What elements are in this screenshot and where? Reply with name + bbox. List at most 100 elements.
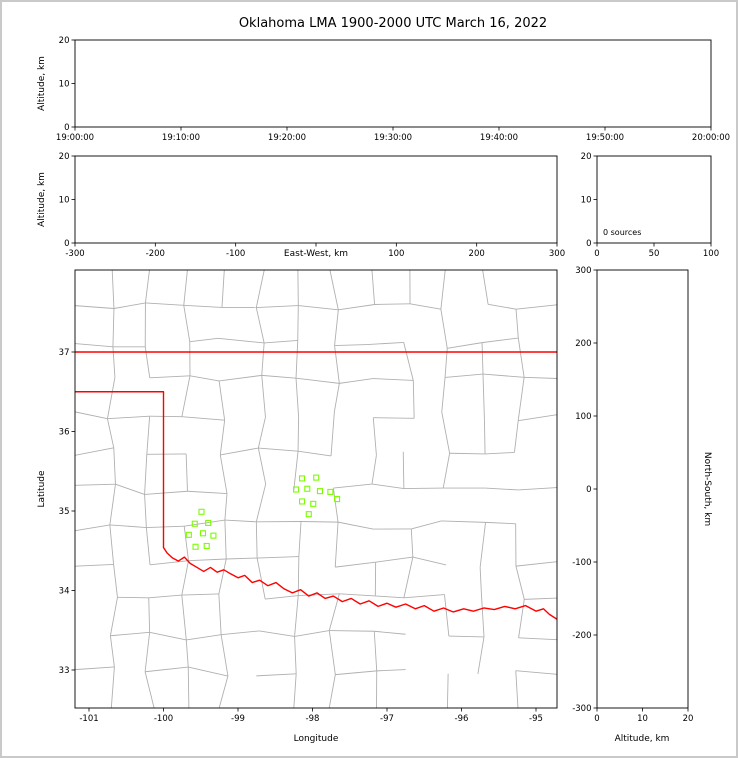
- county-line: [220, 634, 229, 677]
- county-line: [258, 447, 299, 452]
- county-line: [411, 520, 442, 530]
- county-line: [367, 341, 404, 346]
- county-line: [256, 557, 266, 600]
- county-line: [297, 450, 332, 457]
- county-line: [186, 634, 222, 641]
- county-line: [297, 416, 300, 452]
- county-line: [146, 525, 185, 528]
- y-tick-label: 34: [59, 586, 70, 596]
- county-line: [329, 630, 375, 632]
- county-line: [513, 420, 519, 453]
- county-line: [184, 519, 225, 527]
- county-line: [185, 453, 188, 492]
- county-line: [146, 416, 151, 455]
- county-line: [117, 596, 149, 599]
- county-line: [485, 487, 519, 491]
- county-line: [482, 373, 525, 378]
- county-line: [442, 453, 451, 489]
- county-line: [517, 377, 525, 421]
- county-line: [187, 667, 190, 708]
- county-line: [109, 597, 118, 636]
- county-line: [445, 373, 484, 378]
- x-tick-label: 0: [594, 714, 599, 724]
- county-line: [226, 557, 258, 560]
- county-line: [144, 490, 188, 495]
- county-line: [183, 526, 189, 561]
- county-line: [294, 630, 330, 637]
- county-line: [144, 270, 150, 304]
- county-line: [109, 524, 147, 528]
- county-line: [373, 631, 378, 671]
- county-line: [298, 521, 302, 557]
- county-line: [185, 639, 189, 668]
- map-ylabel: Latitude: [37, 470, 47, 508]
- county-line: [181, 416, 225, 421]
- station-marker: [304, 485, 311, 492]
- x-tick-label: 10: [637, 714, 648, 724]
- county-line: [109, 635, 115, 667]
- county-line: [115, 483, 145, 495]
- county-line: [187, 490, 228, 495]
- county-line: [518, 637, 557, 641]
- county-line: [518, 414, 557, 422]
- county-line: [372, 417, 377, 456]
- chart-title: Oklahoma LMA 1900-2000 UTC March 16, 202…: [239, 16, 547, 31]
- county-line: [255, 307, 265, 344]
- county-line: [334, 344, 368, 347]
- county-line: [294, 595, 299, 637]
- y-tick-label: 10: [59, 195, 70, 205]
- county-line: [333, 383, 340, 412]
- x-tick-label: 19:30:00: [374, 133, 412, 143]
- county-line: [515, 670, 519, 708]
- county-line: [219, 454, 228, 494]
- county-line: [75, 343, 113, 348]
- county-line: [444, 594, 450, 637]
- y-tick-label: 0: [64, 123, 69, 133]
- county-line: [518, 487, 557, 491]
- county-line: [256, 305, 299, 309]
- station-marker: [334, 496, 341, 503]
- county-line: [515, 566, 525, 600]
- x-tick-label: 19:10:00: [162, 133, 200, 143]
- county-line: [515, 670, 557, 675]
- x-tick-label: -101: [79, 714, 98, 724]
- county-line: [148, 594, 182, 599]
- county-line: [300, 521, 339, 523]
- county-line: [339, 378, 374, 384]
- county-line: [375, 595, 404, 599]
- county-line: [338, 304, 375, 311]
- county-line: [224, 493, 228, 521]
- county-line: [148, 597, 151, 633]
- county-line: [298, 305, 339, 311]
- y-tick-label: 10: [581, 195, 592, 205]
- x-tick-label: -98: [306, 714, 320, 724]
- x-tick-label: 100: [703, 249, 719, 259]
- county-line: [480, 594, 485, 637]
- county-line: [75, 666, 115, 671]
- x-tick-label: -97: [380, 714, 394, 724]
- county-line: [441, 520, 486, 523]
- county-line: [145, 666, 189, 673]
- panel-border-D: [74, 269, 558, 709]
- y-tick-label: 33: [59, 666, 70, 676]
- y-tick-label: 35: [59, 507, 70, 517]
- county-line: [477, 636, 485, 674]
- county-line: [257, 556, 299, 559]
- county-line: [293, 673, 297, 708]
- x-tick-label: 19:40:00: [480, 133, 518, 143]
- county-line: [145, 302, 184, 306]
- x-tick-label: 19:00:00: [56, 133, 94, 143]
- station-marker: [299, 475, 306, 482]
- county-line: [294, 636, 297, 674]
- county-line: [479, 567, 482, 595]
- y-tick-label: 0: [586, 485, 591, 495]
- county-line: [107, 377, 116, 419]
- county-line: [181, 560, 189, 596]
- county-line: [145, 527, 151, 565]
- county-line: [149, 375, 191, 379]
- county-line: [297, 305, 299, 341]
- county-line: [261, 374, 297, 379]
- county-line: [403, 594, 445, 599]
- county-line: [218, 558, 227, 595]
- county-line: [373, 417, 415, 419]
